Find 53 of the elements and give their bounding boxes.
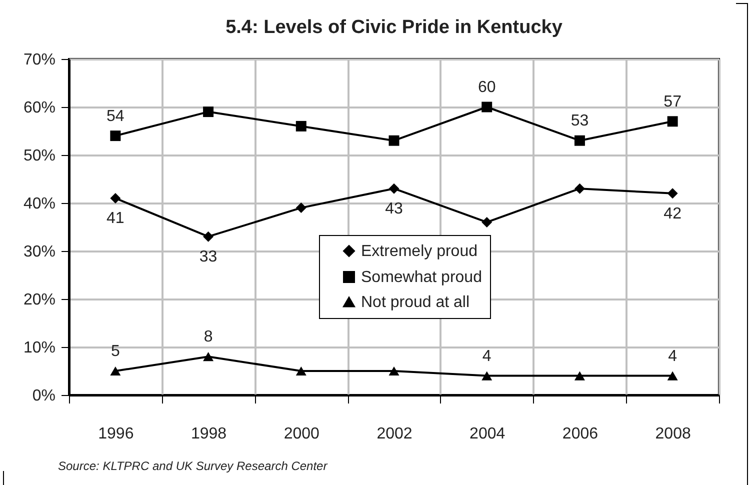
y-tick-label: 20% — [23, 292, 56, 308]
data-label: 54 — [106, 108, 124, 125]
chart-title: 5.4: Levels of Civic Pride in Kentucky — [226, 17, 563, 38]
point — [296, 202, 306, 214]
point — [296, 120, 306, 132]
data-label: 53 — [570, 112, 589, 130]
point — [203, 352, 214, 362]
point — [574, 135, 585, 146]
point — [110, 366, 121, 376]
source-note: Source: KLTPRC and UK Survey Research Center — [58, 459, 328, 473]
x-tick-label: 1998 — [190, 426, 227, 442]
point — [110, 130, 121, 142]
point — [482, 216, 492, 228]
point — [667, 371, 678, 380]
data-label: 57 — [664, 93, 682, 110]
data-label: 43 — [385, 200, 403, 218]
point — [203, 231, 214, 242]
y-tick-label: 60% — [23, 100, 56, 116]
y-tick-label: 30% — [23, 244, 56, 260]
data-label: 60 — [478, 79, 496, 96]
legend-label: Not proud at all — [361, 294, 470, 311]
point — [482, 371, 492, 380]
point — [667, 188, 678, 199]
point — [388, 183, 400, 194]
y-tick-label: 0% — [32, 388, 56, 404]
x-tick-label: 2000 — [284, 426, 320, 442]
data-label: 41 — [106, 210, 124, 228]
data-label: 4 — [482, 348, 492, 365]
x-tick-label: 2008 — [655, 426, 691, 442]
point — [574, 371, 585, 380]
y-tick-label: 70% — [23, 52, 56, 68]
x-tick-label: 2006 — [562, 426, 598, 442]
point — [667, 116, 678, 127]
x-tick-label: 1996 — [98, 426, 134, 442]
legend-label: Somewhat proud — [361, 269, 482, 286]
point — [110, 192, 121, 204]
y-tick-label: 50% — [23, 148, 56, 164]
y-tick-label: 40% — [23, 196, 56, 212]
point — [388, 135, 400, 146]
point — [574, 183, 585, 194]
point — [203, 106, 214, 118]
data-label: 33 — [199, 248, 218, 266]
point — [482, 102, 492, 112]
legend-label: Extremely proud — [361, 243, 478, 260]
data-label: 8 — [204, 328, 213, 346]
data-label: 5 — [110, 343, 120, 360]
x-tick-label: 2002 — [376, 426, 412, 442]
point — [388, 366, 400, 376]
data-label: 4 — [668, 348, 678, 365]
y-tick-label: 10% — [23, 340, 56, 356]
point — [296, 366, 306, 376]
data-label: 42 — [664, 205, 682, 222]
x-tick-label: 2004 — [470, 426, 506, 442]
